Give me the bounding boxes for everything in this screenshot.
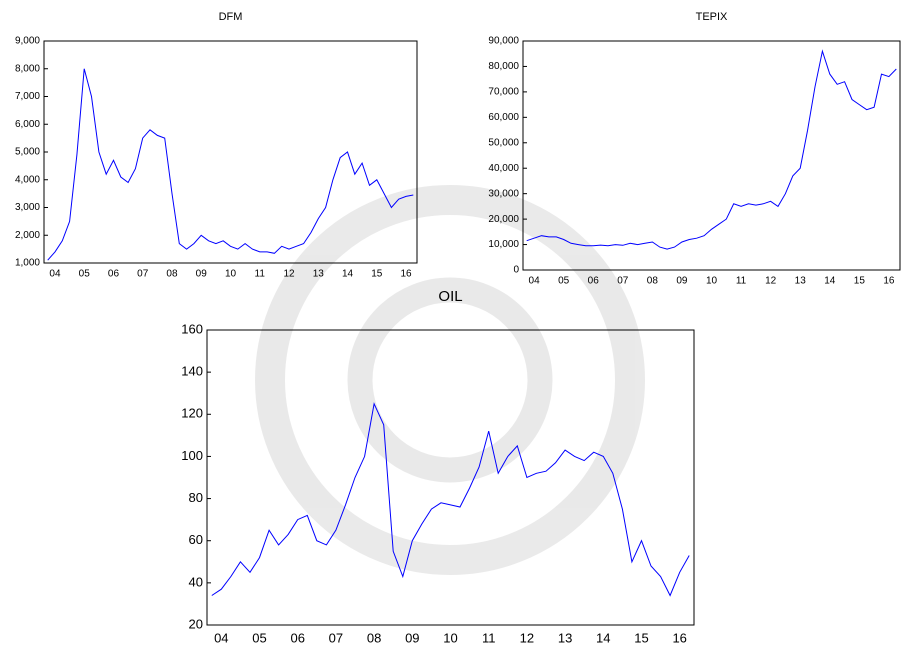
x-tick-label: 12 bbox=[765, 276, 777, 287]
watermark bbox=[270, 200, 630, 560]
y-tick-label: 40,000 bbox=[488, 163, 519, 174]
x-tick-label: 11 bbox=[736, 276, 747, 287]
y-tick-label: 4,000 bbox=[15, 174, 40, 185]
x-tick-label: 07 bbox=[329, 630, 343, 645]
chart-page: DFM 1,000 2,000 3,000 4,000 5,000 6,000 7,000 8,… bbox=[0, 0, 901, 646]
y-tick-label: 30,000 bbox=[488, 188, 519, 199]
x-tick-label: 10 bbox=[443, 630, 457, 645]
y-tick-label: 20 bbox=[189, 616, 203, 631]
x-tick-label: 06 bbox=[290, 630, 304, 645]
x-tick-label: 12 bbox=[283, 269, 295, 280]
x-tick-label: 15 bbox=[371, 269, 383, 280]
x-tick-label: 10 bbox=[225, 269, 237, 280]
y-tick-label: 60,000 bbox=[488, 112, 519, 123]
x-tick-label: 05 bbox=[558, 276, 570, 287]
x-tick-label: 14 bbox=[596, 630, 610, 645]
y-tick-label: 80,000 bbox=[488, 61, 519, 72]
x-tick-label: 13 bbox=[795, 276, 807, 287]
y-tick-label: 20,000 bbox=[488, 214, 519, 225]
x-tick-label: 16 bbox=[400, 269, 412, 280]
x-tick-label: 10 bbox=[706, 276, 718, 287]
x-tick-label: 04 bbox=[214, 630, 228, 645]
x-tick-label: 13 bbox=[558, 630, 572, 645]
y-tick-label: 1,000 bbox=[15, 258, 40, 269]
x-tick-label: 09 bbox=[405, 630, 419, 645]
y-tick-label: 3,000 bbox=[15, 202, 40, 213]
y-tick-label: 40 bbox=[189, 574, 203, 589]
y-tick-label: 60 bbox=[189, 532, 203, 547]
x-tick-label: 16 bbox=[672, 630, 686, 645]
x-tick-label: 16 bbox=[883, 276, 895, 287]
x-tick-label: 13 bbox=[313, 269, 325, 280]
x-tick-label: 06 bbox=[108, 269, 120, 280]
chart-title: TEPIX bbox=[696, 11, 728, 23]
y-tick-label: 90,000 bbox=[488, 36, 519, 47]
y-tick-label: 8,000 bbox=[15, 63, 40, 74]
x-tick-label: 14 bbox=[824, 276, 836, 287]
x-tick-label: 08 bbox=[367, 630, 381, 645]
data-line bbox=[527, 51, 897, 249]
x-tick-label: 08 bbox=[166, 269, 178, 280]
x-tick-label: 09 bbox=[196, 269, 208, 280]
chart-title: DFM bbox=[219, 11, 243, 23]
x-tick-label: 15 bbox=[634, 630, 648, 645]
y-tick-label: 100 bbox=[181, 448, 203, 463]
y-tick-label: 2,000 bbox=[15, 230, 40, 241]
chart-title: OIL bbox=[438, 288, 462, 305]
y-tick-label: 160 bbox=[181, 321, 203, 336]
x-tick-label: 09 bbox=[676, 276, 688, 287]
x-tick-label: 07 bbox=[137, 269, 149, 280]
x-tick-label: 15 bbox=[854, 276, 866, 287]
y-tick-label: 120 bbox=[181, 406, 203, 421]
x-tick-label: 05 bbox=[252, 630, 266, 645]
y-tick-label: 0 bbox=[513, 265, 519, 276]
x-tick-label: 14 bbox=[342, 269, 354, 280]
x-tick-label: 05 bbox=[79, 269, 91, 280]
x-tick-label: 04 bbox=[49, 269, 61, 280]
y-tick-label: 7,000 bbox=[15, 91, 40, 102]
y-tick-label: 50,000 bbox=[488, 137, 519, 148]
x-tick-label: 04 bbox=[529, 276, 541, 287]
y-tick-label: 10,000 bbox=[488, 239, 519, 250]
y-tick-label: 9,000 bbox=[15, 36, 40, 47]
x-tick-label: 11 bbox=[482, 630, 496, 645]
y-tick-label: 140 bbox=[181, 364, 203, 379]
x-tick-label: 07 bbox=[617, 276, 629, 287]
x-tick-label: 12 bbox=[520, 630, 534, 645]
y-tick-label: 5,000 bbox=[15, 147, 40, 158]
x-tick-label: 08 bbox=[647, 276, 659, 287]
y-tick-label: 70,000 bbox=[488, 87, 519, 98]
x-tick-label: 11 bbox=[255, 269, 266, 280]
y-tick-label: 80 bbox=[189, 490, 203, 505]
x-tick-label: 06 bbox=[588, 276, 600, 287]
y-tick-label: 6,000 bbox=[15, 119, 40, 130]
